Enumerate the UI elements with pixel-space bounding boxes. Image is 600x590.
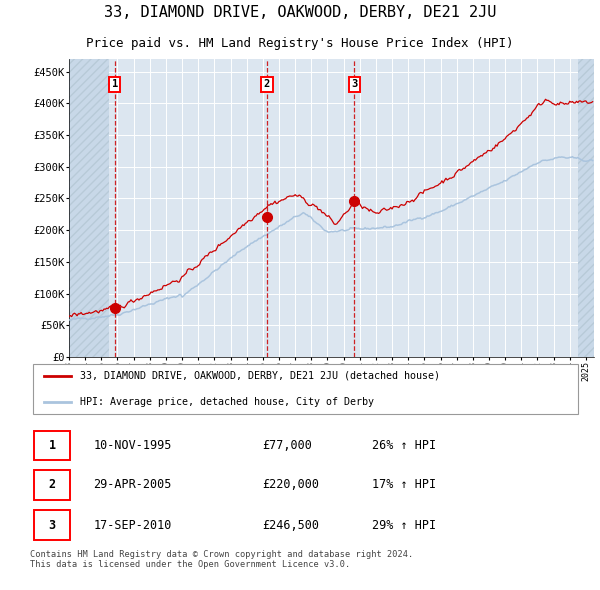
Text: HPI: Average price, detached house, City of Derby: HPI: Average price, detached house, City… [80, 397, 374, 407]
FancyBboxPatch shape [33, 364, 578, 414]
Text: 10-NOV-1995: 10-NOV-1995 [94, 439, 172, 452]
Bar [69, 59, 109, 357]
Text: £220,000: £220,000 [262, 478, 319, 491]
Text: 33, DIAMOND DRIVE, OAKWOOD, DERBY, DE21 2JU (detached house): 33, DIAMOND DRIVE, OAKWOOD, DERBY, DE21 … [80, 371, 440, 381]
FancyBboxPatch shape [34, 470, 70, 500]
Bar [578, 59, 594, 357]
Text: 17% ↑ HPI: 17% ↑ HPI [372, 478, 436, 491]
Text: 2: 2 [49, 478, 56, 491]
Text: £77,000: £77,000 [262, 439, 312, 452]
Text: Contains HM Land Registry data © Crown copyright and database right 2024.
This d: Contains HM Land Registry data © Crown c… [30, 549, 413, 569]
Text: Price paid vs. HM Land Registry's House Price Index (HPI): Price paid vs. HM Land Registry's House … [86, 37, 514, 50]
Text: 2: 2 [264, 80, 270, 89]
Text: 1: 1 [49, 439, 56, 452]
Text: 3: 3 [351, 80, 358, 89]
Text: £246,500: £246,500 [262, 519, 319, 532]
Text: 1: 1 [112, 80, 118, 89]
Text: 3: 3 [49, 519, 56, 532]
FancyBboxPatch shape [34, 510, 70, 540]
Text: 33, DIAMOND DRIVE, OAKWOOD, DERBY, DE21 2JU: 33, DIAMOND DRIVE, OAKWOOD, DERBY, DE21 … [104, 5, 496, 20]
Text: 29% ↑ HPI: 29% ↑ HPI [372, 519, 436, 532]
FancyBboxPatch shape [34, 431, 70, 460]
Text: 26% ↑ HPI: 26% ↑ HPI [372, 439, 436, 452]
Text: 17-SEP-2010: 17-SEP-2010 [94, 519, 172, 532]
Text: 29-APR-2005: 29-APR-2005 [94, 478, 172, 491]
